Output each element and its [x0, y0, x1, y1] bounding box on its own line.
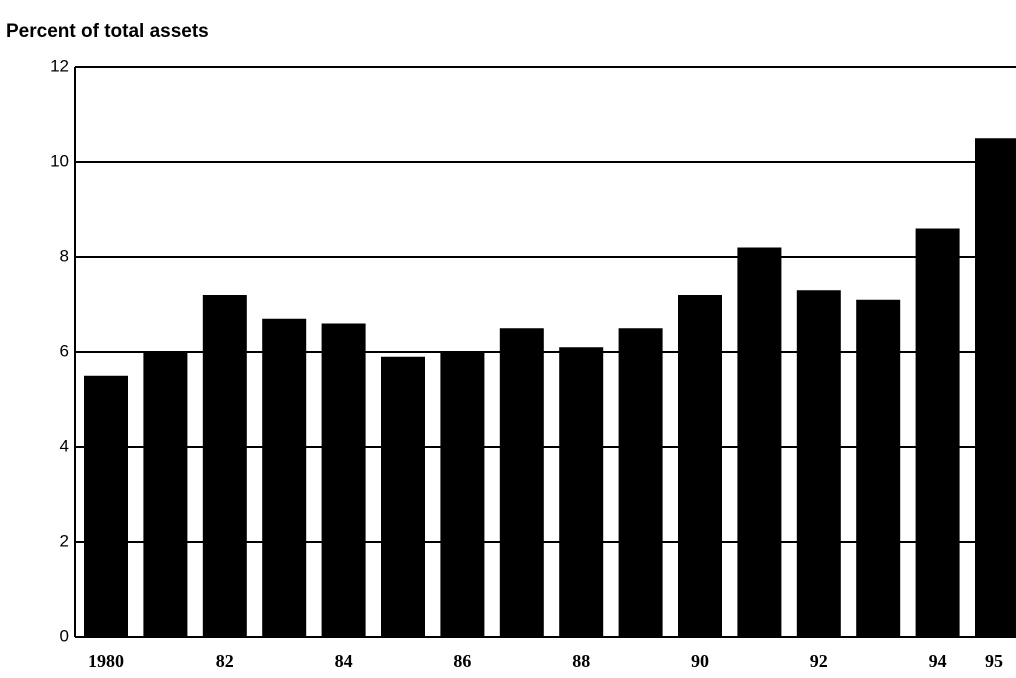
chart-title: Percent of total assets [6, 21, 209, 42]
x-tick-label: 90 [691, 651, 709, 671]
bar [618, 328, 663, 637]
y-tick-label: 2 [60, 531, 69, 550]
x-tick-label: 86 [453, 651, 471, 671]
x-tick-label: 94 [929, 651, 947, 671]
bar [678, 295, 722, 637]
bar [440, 352, 485, 637]
y-tick-label: 4 [60, 436, 69, 455]
bar [381, 356, 425, 637]
bar [737, 247, 782, 637]
x-tick-label: 84 [335, 651, 353, 671]
bar [559, 347, 604, 637]
y-tick-label: 8 [60, 246, 69, 265]
bar [143, 352, 188, 637]
bar [915, 228, 960, 637]
y-tick-label: 10 [50, 151, 69, 170]
bar [321, 323, 366, 637]
bar [499, 328, 544, 637]
x-tick-label: 92 [810, 651, 828, 671]
bar [975, 138, 1016, 637]
y-tick-label: 6 [60, 341, 69, 360]
y-tick-label: 0 [60, 626, 69, 645]
bar [202, 295, 247, 637]
x-tick-label: 82 [216, 651, 234, 671]
bar [796, 290, 841, 637]
bar [262, 318, 307, 637]
x-tick-label: 88 [572, 651, 590, 671]
y-tick-label: 12 [50, 56, 69, 75]
bar [84, 375, 128, 637]
bar [856, 299, 901, 637]
x-tick-label: 1980 [88, 651, 124, 671]
x-tick-label: 95 [985, 651, 1003, 671]
